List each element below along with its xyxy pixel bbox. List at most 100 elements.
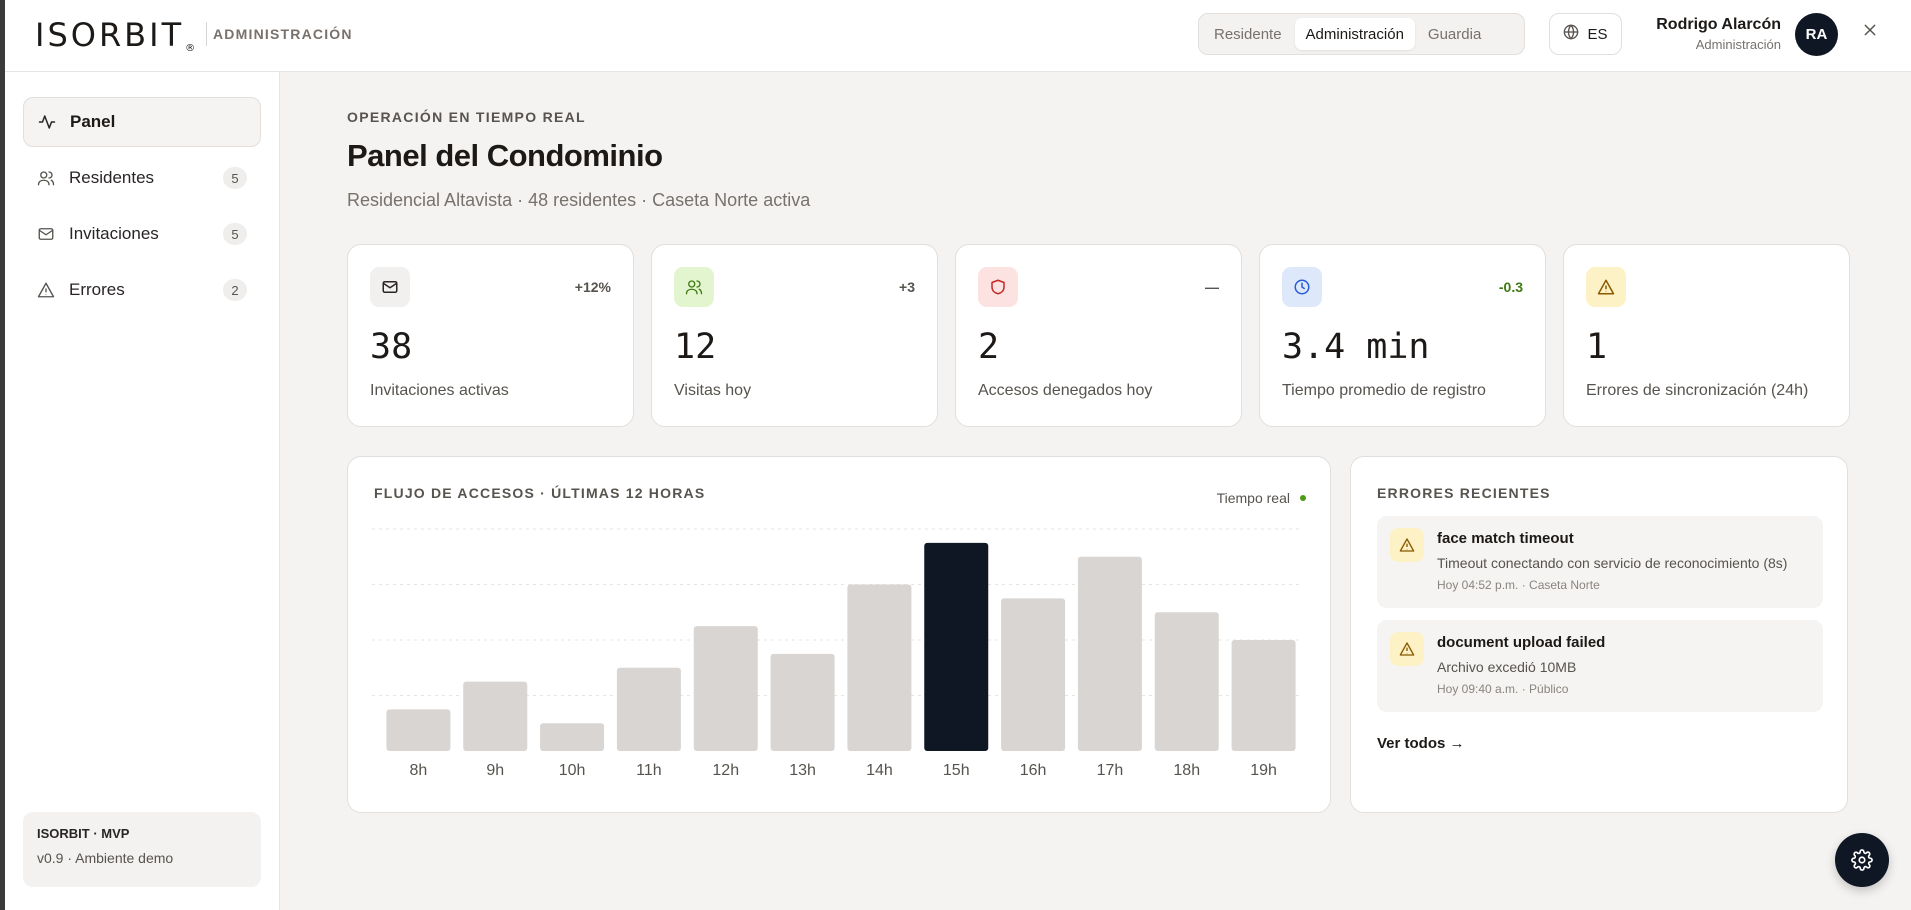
close-button[interactable] (1858, 18, 1882, 42)
stat-value: 2 (978, 327, 999, 367)
sidebar-item-errores[interactable]: Errores 2 (23, 265, 261, 315)
stat-label: Visitas hoy (674, 382, 751, 400)
bar-13h[interactable] (771, 654, 835, 751)
stat-card-tiempo: -0.3 3.4 min Tiempo promedio de registro (1259, 244, 1546, 427)
bar-11h[interactable] (617, 668, 681, 751)
see-all-link[interactable]: Ver todos → (1377, 735, 1465, 752)
bar-15h[interactable] (924, 543, 988, 751)
user-info: Rodrigo Alarcón Administración (1656, 16, 1781, 52)
error-name: face match timeout (1437, 530, 1574, 547)
user-name: Rodrigo Alarcón (1656, 16, 1781, 34)
mail-icon (37, 225, 55, 243)
stat-label: Accesos denegados hoy (978, 382, 1152, 400)
bar-10h[interactable] (540, 723, 604, 751)
bar-9h[interactable] (463, 682, 527, 751)
stat-label: Tiempo promedio de registro (1282, 382, 1486, 400)
role-residente[interactable]: Residente (1203, 18, 1293, 50)
section-title: ADMINISTRACIÓN (213, 26, 353, 42)
x-tick-label: 9h (486, 762, 504, 779)
role-guardia[interactable]: Guardia (1417, 18, 1492, 50)
error-meta: Hoy 09:40 a.m. · Público (1437, 682, 1568, 696)
count-badge: 5 (223, 167, 247, 189)
mail-icon (370, 267, 410, 307)
sidebar-item-panel[interactable]: Panel (23, 97, 261, 147)
bar-12h[interactable] (694, 626, 758, 751)
x-tick-label: 14h (866, 762, 893, 779)
warning-icon (1586, 267, 1626, 307)
sidebar-item-invitaciones[interactable]: Invitaciones 5 (23, 209, 261, 259)
x-tick-label: 13h (789, 762, 816, 779)
page-eyebrow: OPERACIÓN EN TIEMPO REAL (347, 109, 586, 125)
avatar[interactable]: RA (1795, 13, 1838, 56)
stat-label: Errores de sincronización (24h) (1586, 382, 1808, 400)
users-icon (674, 267, 714, 307)
user-role: Administración (1656, 37, 1781, 52)
stat-label: Invitaciones activas (370, 382, 509, 400)
stat-delta: — (1205, 279, 1219, 295)
sidebar-item-residentes[interactable]: Residentes 5 (23, 153, 261, 203)
activity-icon (38, 113, 56, 131)
x-tick-label: 10h (559, 762, 586, 779)
stat-value: 38 (370, 327, 412, 367)
app-name: ISORBIT · MVP (37, 826, 247, 841)
language-button[interactable]: ES (1549, 13, 1622, 55)
sidebar-item-label: Panel (70, 112, 246, 132)
bar-chart: 8h 9h 10h 11h 12h 13h 14h 15h 16h 17h 18h 19h (348, 457, 1332, 814)
clock-icon (1282, 267, 1322, 307)
warning-icon (1390, 528, 1424, 562)
role-administracion[interactable]: Administración (1295, 18, 1415, 50)
sidebar-item-label: Errores (69, 280, 223, 300)
stat-value: 12 (674, 327, 716, 367)
app-version-box: ISORBIT · MVP v0.9 · Ambiente demo (23, 812, 261, 887)
bar-16h[interactable] (1001, 598, 1065, 751)
count-badge: 2 (223, 279, 247, 301)
error-item[interactable]: document upload failed Archivo excedió 1… (1377, 620, 1823, 712)
users-icon (37, 169, 55, 187)
stat-value: 3.4 min (1282, 327, 1430, 367)
app-version: v0.9 · Ambiente demo (37, 850, 247, 866)
bar-18h[interactable] (1155, 612, 1219, 751)
settings-button[interactable] (1835, 833, 1889, 887)
error-meta: Hoy 04:52 p.m. · Caseta Norte (1437, 578, 1600, 592)
x-tick-label: 8h (410, 762, 428, 779)
sidebar: Panel Residentes 5 Invitaciones 5 Errore… (5, 72, 280, 910)
stat-delta: -0.3 (1499, 279, 1523, 295)
x-tick-label: 11h (636, 762, 662, 779)
bar-19h[interactable] (1232, 640, 1296, 751)
x-tick-label: 19h (1250, 762, 1277, 779)
top-bar: ISORBIT® ADMINISTRACIÓN Residente Admini… (5, 0, 1911, 72)
recent-errors-card: ERRORES RECIENTES face match timeout Tim… (1350, 456, 1848, 813)
logo[interactable]: ISORBIT® (35, 16, 198, 54)
bar-14h[interactable] (847, 585, 911, 752)
role-switch: Residente Administración Guardia (1198, 13, 1525, 55)
page-subtitle: Residencial Altavista · 48 residentes · … (347, 190, 810, 211)
x-tick-label: 15h (943, 762, 970, 779)
logo-divider (206, 22, 207, 46)
access-flow-chart-card: FLUJO DE ACCESOS · ÚLTIMAS 12 HORAS Tiem… (347, 456, 1331, 813)
x-tick-label: 18h (1173, 762, 1200, 779)
error-description: Timeout conectando con servicio de recon… (1437, 555, 1787, 571)
errors-title: ERRORES RECIENTES (1377, 485, 1551, 501)
page-title: Panel del Condominio (347, 138, 663, 174)
x-tick-label: 17h (1097, 762, 1124, 779)
x-tick-label: 16h (1020, 762, 1047, 779)
sidebar-item-label: Residentes (69, 168, 223, 188)
stat-value: 1 (1586, 327, 1607, 367)
error-item[interactable]: face match timeout Timeout conectando co… (1377, 516, 1823, 608)
shield-icon (978, 267, 1018, 307)
x-tick-label: 12h (712, 762, 739, 779)
warning-icon (1390, 632, 1424, 666)
stat-card-denegados: — 2 Accesos denegados hoy (955, 244, 1242, 427)
stat-card-visitas: +3 12 Visitas hoy (651, 244, 938, 427)
error-name: document upload failed (1437, 634, 1605, 651)
count-badge: 5 (223, 223, 247, 245)
sidebar-item-label: Invitaciones (69, 224, 223, 244)
language-label: ES (1587, 26, 1607, 43)
globe-icon (1563, 24, 1579, 44)
stat-delta: +12% (575, 279, 611, 295)
bar-17h[interactable] (1078, 557, 1142, 751)
error-description: Archivo excedió 10MB (1437, 659, 1576, 675)
bar-8h[interactable] (386, 709, 450, 751)
settings-icon (1851, 849, 1873, 871)
warning-icon (37, 281, 55, 299)
